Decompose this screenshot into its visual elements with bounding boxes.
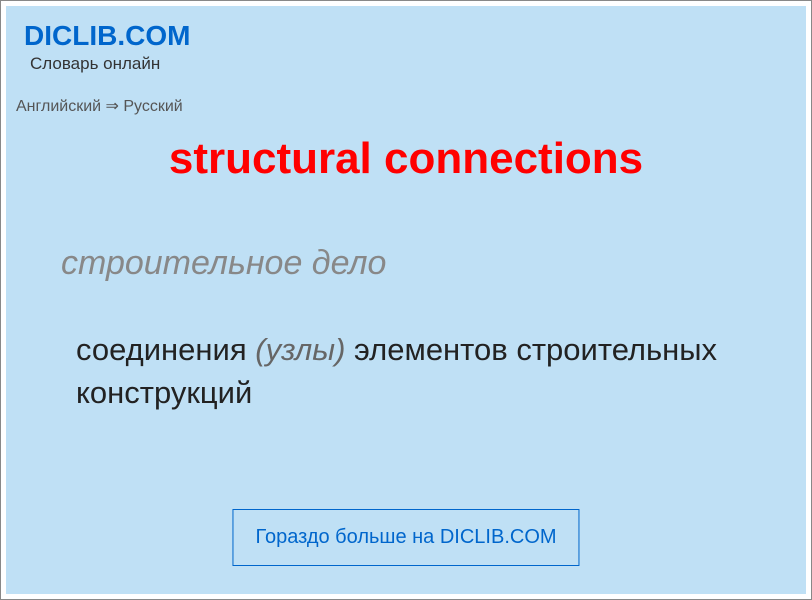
entry-title: structural connections (6, 134, 806, 184)
header: DICLIB.COM Словарь онлайн (6, 6, 806, 78)
entry-definition: соединения (узлы) элементов строительных… (76, 328, 746, 415)
site-title[interactable]: DICLIB.COM (24, 20, 788, 52)
definition-italic: (узлы) (255, 332, 345, 367)
definition-pre: соединения (76, 332, 255, 367)
breadcrumb[interactable]: Английский ⇒ Русский (6, 78, 806, 116)
footer-box[interactable]: Гораздо больше на DICLIB.COM (232, 509, 579, 566)
entry-category: строительное дело (61, 244, 806, 283)
site-subtitle: Словарь онлайн (30, 54, 788, 74)
footer-link[interactable]: Гораздо больше на DICLIB.COM (255, 526, 556, 549)
